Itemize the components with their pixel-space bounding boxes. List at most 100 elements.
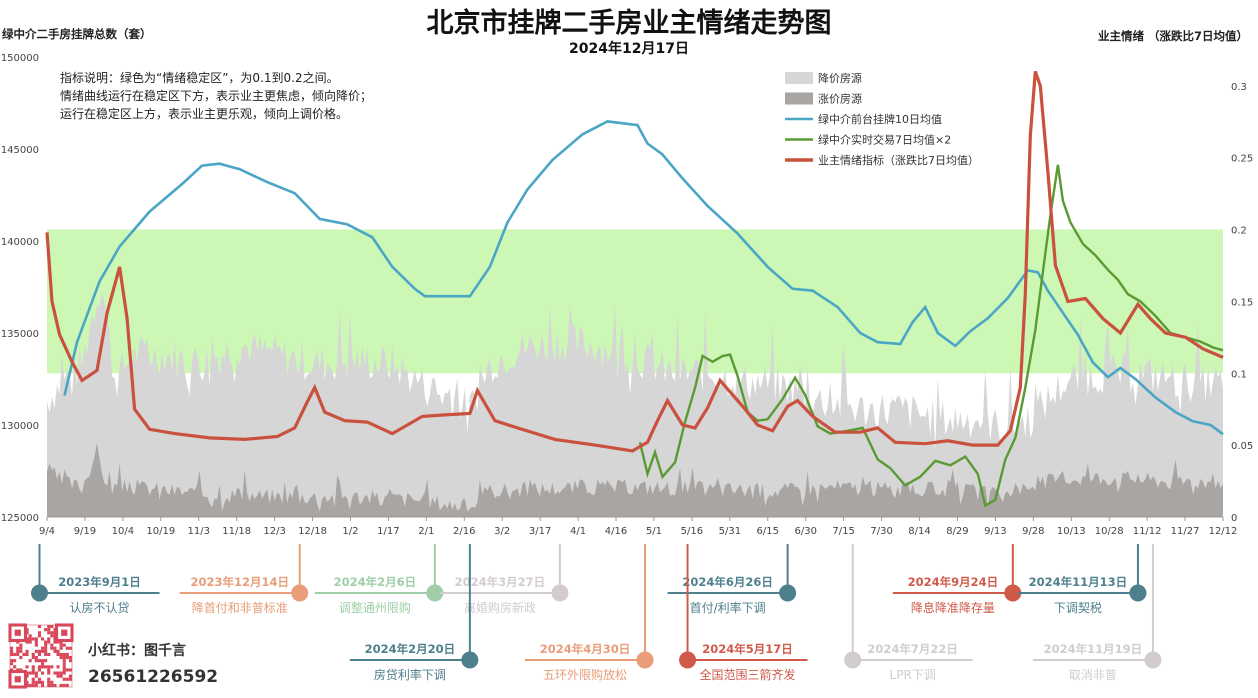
footer-account: 小红书：图千言 [88,642,186,659]
event-text: 降首付和非普标准 [192,601,288,615]
x-tick-label: 10/19 [146,526,175,537]
x-tick-label: 12/18 [298,526,327,537]
event-dot [636,651,654,669]
x-tick-label: 10/4 [112,526,134,537]
event-date: 2024年2月20日 [365,642,456,656]
x-tick-label: 4/16 [605,526,627,537]
event-text: 房贷利率下调 [374,667,446,682]
x-tick-label: 10/28 [1095,526,1124,537]
y-right-tick-label: 0.15 [1231,297,1253,308]
y-right-tick-label: 0.2 [1231,226,1247,237]
x-tick-label: 1/2 [342,526,358,537]
event-date: 2024年6月26日 [682,575,773,589]
y-left-tick-label: 150000 [1,53,39,64]
y-right-tick-label: 0 [1231,513,1237,524]
x-tick-label: 11/18 [222,526,251,537]
x-tick-label: 7/30 [870,526,892,537]
x-tick-label: 2/1 [418,526,434,537]
event-date: 2024年3月27日 [455,575,546,589]
y-left-tick-label: 135000 [1,329,39,340]
x-tick-label: 8/29 [946,526,968,537]
event-date: 2024年5月17日 [702,642,793,656]
legend-swatch [785,72,813,84]
event-date: 2023年9月1日 [58,575,141,589]
x-tick-label: 2/16 [453,526,475,537]
policy-event: 2024年7月22日 LPR下调 [844,544,973,682]
y-left-tick-label: 145000 [1,145,39,156]
x-tick-label: 9/4 [39,526,55,537]
event-date: 2024年2月6日 [334,575,417,589]
y-axis-left-label: 绿中介二手房挂牌总数（套） [2,27,152,41]
x-tick-label: 11/27 [1171,526,1200,537]
event-dot [291,584,309,602]
axes: 125000 130000 135000 140000 145000 150000 0 0.0… [1,53,1253,537]
event-text: LPR下调 [890,668,936,682]
y-axis-right-label: 业主情绪 （涨跌比7日均值） [1098,29,1248,43]
legend-swatch [785,92,813,105]
event-dot [679,651,697,669]
note-line-2: 情绪曲线运行在稳定区下方，表示业主更焦虑，倾向降价； [60,88,372,103]
event-dot [779,584,797,602]
event-date: 2024年9月24日 [908,575,999,589]
y-left-tick-label: 130000 [1,421,39,432]
event-dot [461,651,479,669]
x-tick-label: 8/14 [908,526,930,537]
event-date: 2024年4月30日 [540,642,631,656]
note-line-3: 运行在稳定区上方，表示业主更乐观，倾向上调价格。 [60,106,348,121]
x-tick-label: 9/28 [1022,526,1044,537]
event-dot [426,584,444,602]
x-tick-label: 9/19 [74,526,96,537]
event-dot [1144,651,1162,669]
x-tick-label: 3/2 [494,526,510,537]
x-tick-label: 11/12 [1133,526,1162,537]
series-transaction-line [638,164,1224,508]
event-dot [1004,584,1022,602]
event-text: 降息降准降存量 [911,600,995,615]
event-text: 取消非普 [1069,668,1117,682]
legend-label: 业主情绪指标（涨跌比7日均值） [818,153,979,167]
event-text: 下调契税 [1054,601,1102,615]
x-tick-label: 12/3 [263,526,285,537]
x-tick-label: 5/31 [719,526,741,537]
x-tick-label: 6/30 [794,526,816,537]
indicator-note: 指标说明：绿色为“情绪稳定区”，为0.1到0.2之间。 情绪曲线运行在稳定区下方… [60,70,372,121]
legend-label: 绿中介前台挂牌10日均值 [818,112,942,126]
y-right-tick-label: 0.1 [1231,369,1247,380]
x-tick-label: 3/17 [529,526,551,537]
event-dot [1129,584,1147,602]
event-text: 全国范围三箭齐发 [700,667,796,682]
x-tick-label: 7/15 [832,526,854,537]
event-dot [30,584,48,602]
series-sentiment-line [45,70,1224,453]
y-right-tick-label: 0.05 [1231,441,1253,452]
x-tick-label: 6/15 [757,526,779,537]
event-date: 2024年11月13日 [1029,575,1128,589]
event-text: 首付/利率下调 [690,600,766,615]
legend-label: 降价房源 [818,71,862,85]
event-text: 五环外限购放松 [543,667,627,682]
qr-code-icon [8,623,74,689]
y-right-tick-label: 0.3 [1231,82,1247,93]
x-tick-label: 4/1 [570,526,586,537]
x-tick-label: 11/3 [188,526,210,537]
y-left-tick-label: 125000 [1,513,39,524]
event-date: 2024年11月19日 [1044,642,1143,656]
series-price-down-area [47,291,1223,517]
event-date: 2024年7月22日 [867,642,958,656]
event-text: 调整通州限购 [339,600,411,615]
x-tick-label: 10/13 [1057,526,1086,537]
series-listing-line [63,120,1224,436]
x-tick-label: 5/1 [646,526,662,537]
x-tick-label: 12/12 [1209,526,1238,537]
event-date: 2023年12月14日 [190,575,289,589]
